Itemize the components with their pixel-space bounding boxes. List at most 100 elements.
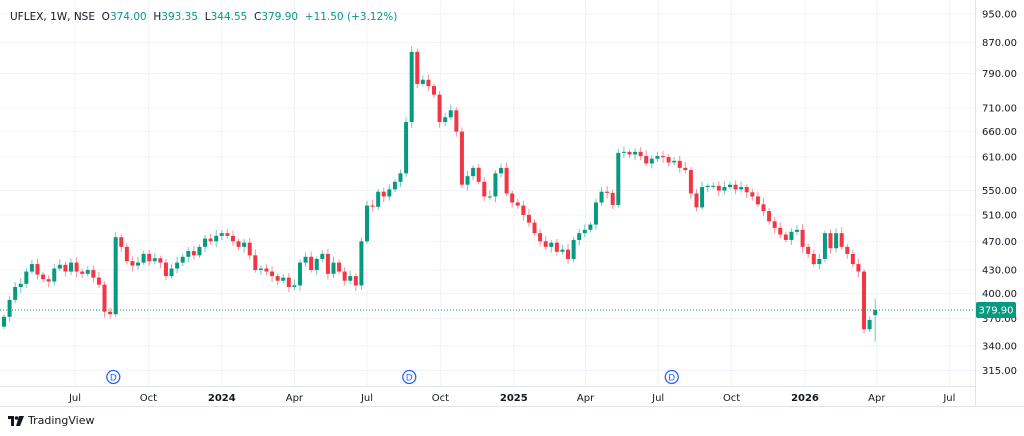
candle[interactable] (342, 267, 347, 286)
candle[interactable] (677, 156, 682, 173)
candle[interactable] (208, 233, 213, 245)
candle[interactable] (755, 191, 760, 207)
candle[interactable] (800, 223, 805, 253)
candle[interactable] (225, 228, 230, 239)
candle[interactable] (381, 187, 386, 203)
candle[interactable] (655, 151, 660, 163)
candle[interactable] (487, 190, 492, 200)
candle[interactable] (253, 249, 258, 273)
candle[interactable] (364, 200, 369, 244)
candle[interactable] (560, 244, 565, 255)
candle[interactable] (694, 189, 699, 212)
candle[interactable] (275, 273, 280, 285)
candle[interactable] (303, 252, 308, 267)
candle[interactable] (683, 162, 688, 174)
candle[interactable] (660, 150, 665, 163)
candle[interactable] (147, 249, 152, 267)
candle[interactable] (113, 231, 118, 317)
candle[interactable] (610, 189, 615, 210)
candle[interactable] (180, 253, 185, 266)
candle[interactable] (705, 183, 710, 192)
candle[interactable] (515, 198, 520, 209)
candle[interactable] (566, 243, 571, 264)
candle[interactable] (845, 243, 850, 259)
candle[interactable] (727, 181, 732, 190)
candle[interactable] (7, 296, 12, 322)
candle[interactable] (392, 179, 397, 192)
candle[interactable] (772, 217, 777, 234)
candle[interactable] (314, 256, 319, 275)
candle[interactable] (605, 185, 610, 199)
candle[interactable] (644, 150, 649, 167)
candle[interactable] (599, 186, 604, 206)
candle[interactable] (666, 154, 671, 167)
candle[interactable] (124, 243, 129, 265)
candle[interactable] (521, 200, 526, 221)
candle[interactable] (186, 246, 191, 263)
candle[interactable] (152, 252, 157, 265)
candle[interactable] (432, 83, 437, 99)
candle[interactable] (638, 147, 643, 161)
candle[interactable] (309, 251, 314, 273)
candle[interactable] (136, 256, 141, 270)
candle[interactable] (471, 165, 476, 181)
candle[interactable] (783, 231, 788, 243)
candle[interactable] (700, 181, 705, 211)
candle[interactable] (331, 256, 336, 278)
candle[interactable] (688, 166, 693, 200)
candle[interactable] (482, 177, 487, 202)
candle[interactable] (862, 268, 867, 334)
candle[interactable] (532, 219, 537, 236)
candle[interactable] (264, 264, 269, 275)
candle[interactable] (716, 181, 721, 197)
candle[interactable] (448, 104, 453, 120)
candle[interactable] (867, 316, 872, 332)
candle[interactable] (404, 117, 409, 177)
candle[interactable] (543, 235, 548, 251)
symbol-label[interactable]: UFLEX, 1W, NSE (10, 11, 95, 23)
candle[interactable] (593, 198, 598, 230)
candle[interactable] (459, 127, 464, 189)
candle[interactable] (856, 258, 861, 278)
candle[interactable] (409, 45, 414, 128)
candle[interactable] (281, 273, 286, 284)
candle[interactable] (426, 74, 431, 92)
candle[interactable] (376, 188, 381, 211)
candle[interactable] (806, 243, 811, 259)
candle[interactable] (778, 222, 783, 239)
candle[interactable] (415, 48, 420, 89)
candle[interactable] (767, 208, 772, 225)
candle[interactable] (325, 249, 330, 280)
candle[interactable] (292, 279, 297, 291)
dividend-marker[interactable]: D (664, 369, 679, 385)
candle[interactable] (616, 148, 621, 208)
candle[interactable] (817, 253, 822, 270)
candle[interactable] (437, 91, 442, 128)
candle[interactable] (163, 258, 168, 281)
candle[interactable] (649, 155, 654, 169)
tradingview-logo[interactable]: TradingView (8, 414, 94, 427)
candle[interactable] (733, 180, 738, 195)
candle[interactable] (795, 225, 800, 236)
candle[interactable] (13, 282, 18, 304)
candle[interactable] (320, 250, 325, 263)
candle[interactable] (465, 170, 470, 191)
candle[interactable] (91, 265, 96, 283)
candle[interactable] (850, 249, 855, 268)
candle[interactable] (63, 261, 68, 277)
candle[interactable] (504, 162, 509, 197)
candle[interactable] (108, 307, 113, 319)
candle[interactable] (18, 277, 23, 293)
candle[interactable] (353, 273, 358, 292)
candle[interactable] (102, 281, 107, 318)
candle[interactable] (387, 184, 392, 201)
candle[interactable] (191, 245, 196, 260)
candle[interactable] (85, 266, 90, 277)
candle[interactable] (197, 244, 202, 258)
candle[interactable] (571, 236, 576, 263)
candle[interactable] (52, 263, 57, 286)
candle[interactable] (41, 271, 46, 283)
dividend-marker[interactable]: D (106, 369, 121, 385)
candle[interactable] (828, 229, 833, 254)
